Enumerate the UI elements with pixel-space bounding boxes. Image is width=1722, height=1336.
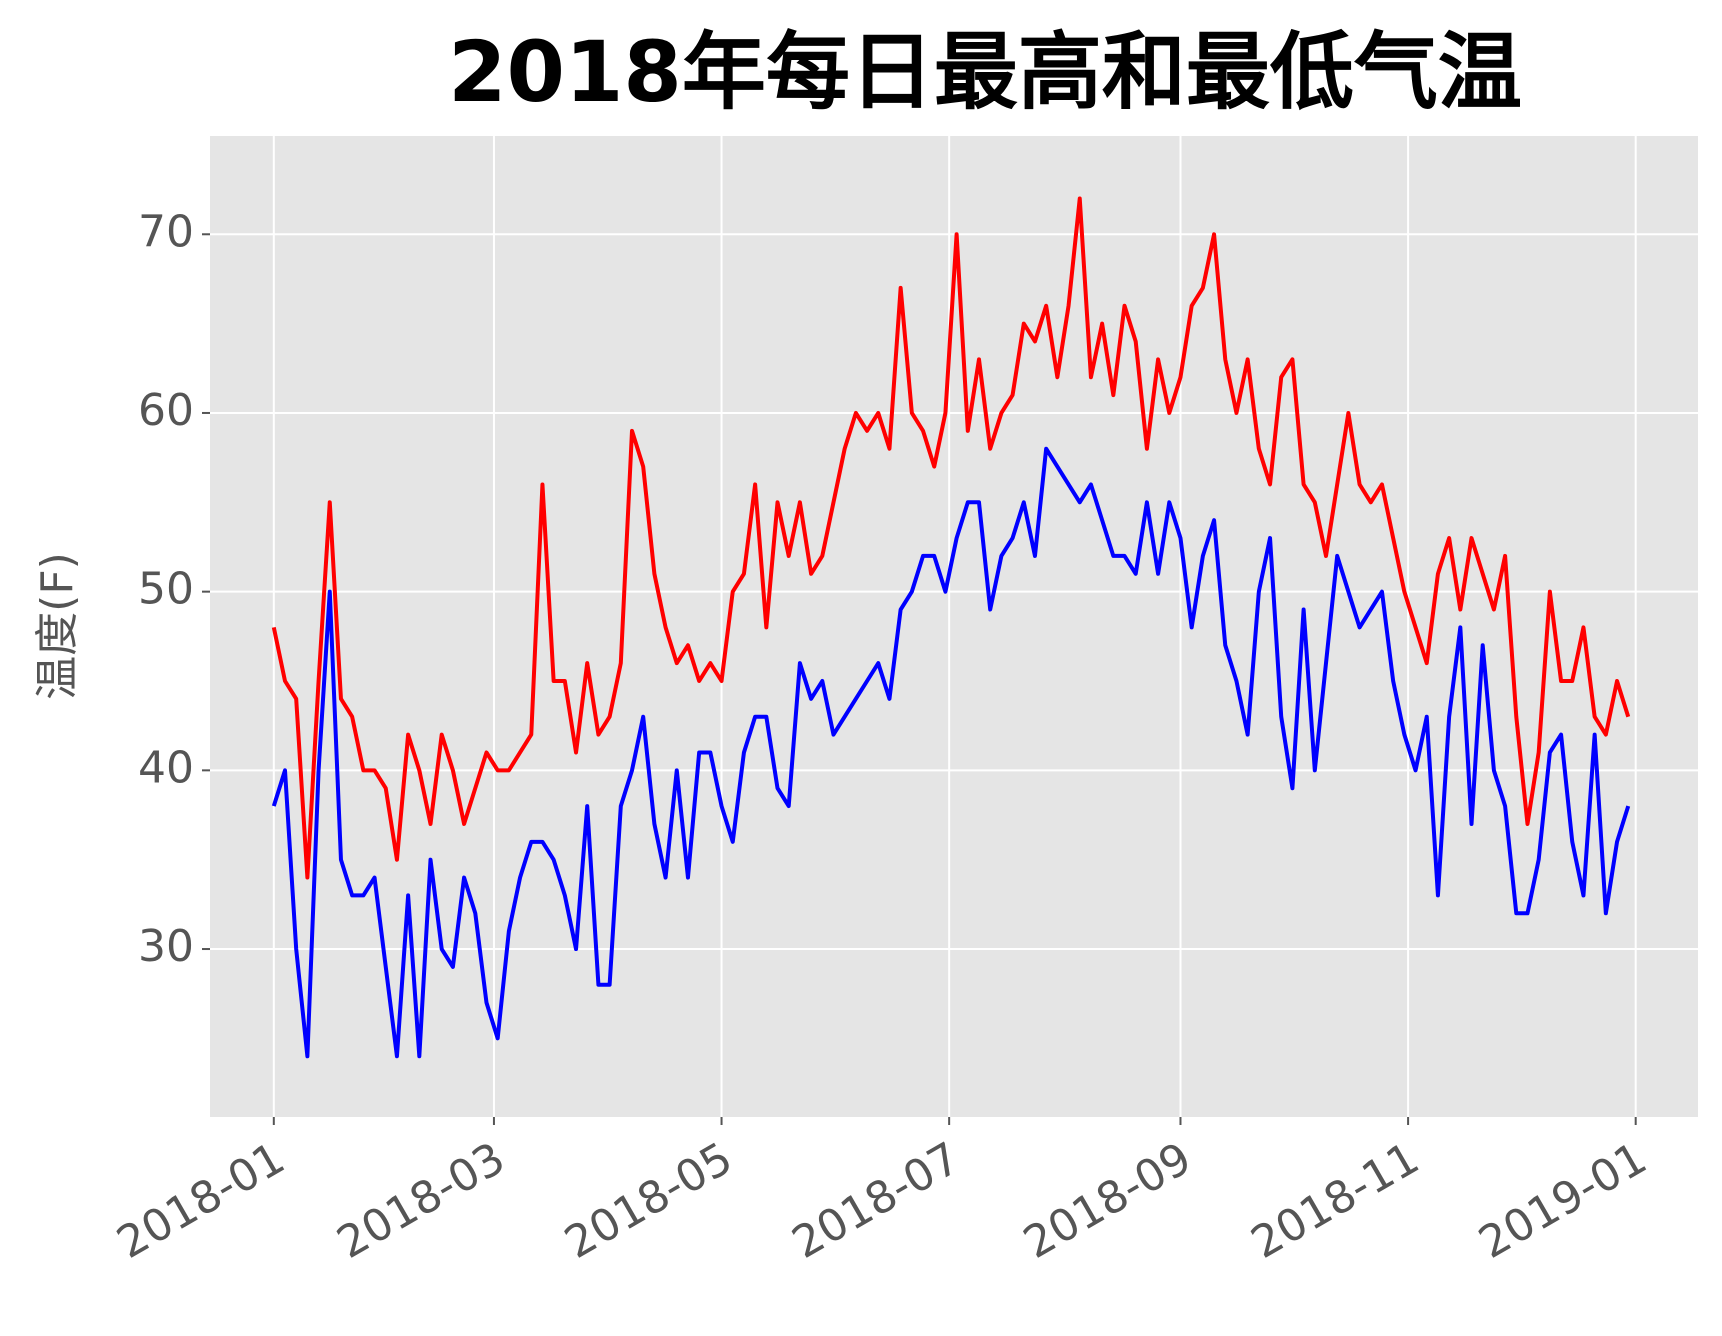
data-line xyxy=(271,196,1631,880)
y-axis-label: 温度(F) xyxy=(32,552,83,700)
y-tick-label: 30 xyxy=(138,921,194,972)
x-tick-label: 2018-11 xyxy=(1243,1133,1428,1269)
x-tick-label: 2019-01 xyxy=(1470,1133,1655,1269)
data-line xyxy=(271,446,1631,1059)
x-tick-label: 2018-01 xyxy=(109,1133,294,1269)
y-tick-label: 60 xyxy=(138,385,194,436)
x-tick-label: 2018-03 xyxy=(329,1133,514,1269)
y-tick-label: 50 xyxy=(138,564,194,615)
y-tick-label: 70 xyxy=(138,206,194,257)
x-tick-label: 2018-07 xyxy=(784,1133,969,1269)
y-tick-label: 40 xyxy=(138,742,194,793)
chart-title: 2018年每日最高和最低气温 xyxy=(448,23,1522,121)
x-tick-label: 2018-05 xyxy=(556,1133,741,1269)
x-tick-label: 2018-09 xyxy=(1015,1133,1200,1269)
